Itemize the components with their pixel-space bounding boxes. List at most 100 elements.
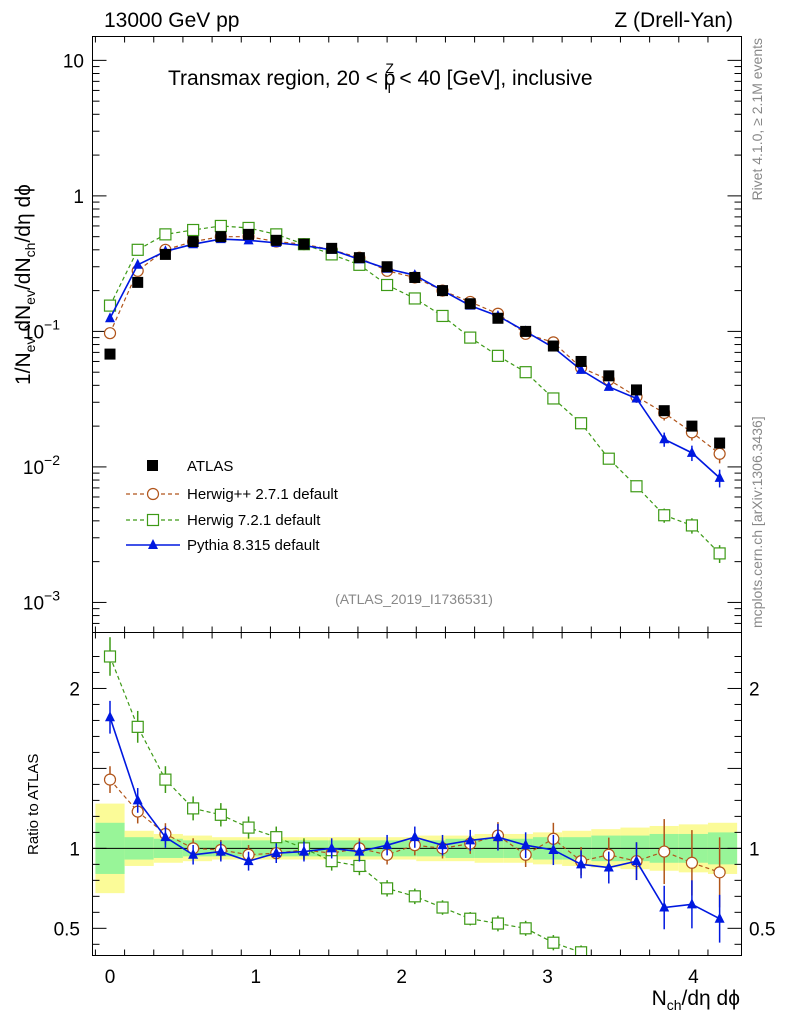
- data-point: [436, 309, 449, 323]
- data-point: [187, 236, 199, 248]
- data-point: [520, 325, 532, 337]
- data-point: [576, 858, 587, 869]
- data-point: [214, 219, 227, 233]
- data-point: [575, 355, 587, 367]
- data-point: [547, 340, 559, 352]
- data-point: [103, 650, 117, 663]
- data-point: [547, 936, 560, 949]
- data-point: [576, 363, 587, 374]
- data-point: [464, 912, 477, 925]
- header-right: Z (Drell-Yan): [614, 9, 733, 32]
- data-point: [409, 831, 420, 842]
- data-point: [103, 299, 117, 312]
- data-point: [714, 912, 725, 923]
- x-tick-label: 4: [688, 967, 699, 988]
- data-point: [381, 882, 394, 895]
- data-point: [131, 243, 144, 256]
- x-axis-label: Nch/dη dϕ: [652, 987, 740, 1013]
- y-tick-label: 10−3: [23, 587, 60, 614]
- x-tick-label: 1: [251, 967, 262, 988]
- ratio-panel: 0 1 2 3 4 2 2 1 1 0.5 0.5: [54, 632, 775, 988]
- data-point: [464, 298, 476, 310]
- data-point: [686, 446, 697, 457]
- data-point: [382, 839, 393, 850]
- data-point: [574, 946, 588, 956]
- legend-marker-hw271: [146, 487, 160, 501]
- series-py: [105, 233, 725, 488]
- mcplots-label: mcplots.cern.ch [arXiv:1306.3436]: [749, 416, 765, 628]
- data-point: [631, 392, 642, 403]
- ratio-tick-label-right: 1: [749, 839, 760, 860]
- data-point: [658, 845, 671, 858]
- plot-title: Transmax region, 20 < pZ T < 40 [GeV], in…: [168, 60, 593, 96]
- y-tick-label: 10: [63, 51, 84, 72]
- data-point: [298, 845, 309, 856]
- legend-label-hw271: Herwig++ 2.7.1 default: [187, 486, 339, 503]
- data-point: [713, 547, 726, 560]
- data-point: [491, 917, 505, 930]
- ratio-tick-label: 2: [69, 679, 80, 700]
- ratio-tick-label: 1: [69, 839, 80, 860]
- series-hw271: [103, 230, 726, 464]
- data-point: [326, 842, 337, 853]
- ratio-series-hw721: [103, 637, 670, 987]
- data-point: [659, 901, 670, 912]
- legend-label-hw721: Herwig 7.2.1 default: [187, 512, 321, 529]
- data-point: [326, 242, 338, 254]
- data-point: [603, 964, 614, 975]
- data-point: [214, 808, 227, 821]
- ratio-tick-label-right: 2: [749, 679, 760, 700]
- data-point: [353, 252, 365, 264]
- data-point: [659, 433, 670, 444]
- title-part-a: Transmax region, 20 < p: [168, 67, 395, 90]
- data-point: [437, 285, 449, 297]
- data-point: [519, 922, 532, 935]
- data-point: [685, 519, 699, 532]
- data-point: [686, 898, 697, 909]
- data-point: [105, 312, 116, 323]
- ratio-frame: [92, 632, 742, 956]
- data-point: [630, 480, 643, 493]
- data-point: [159, 773, 172, 786]
- data-point: [243, 855, 254, 866]
- data-point: [381, 261, 393, 273]
- data-point: [271, 847, 282, 858]
- data-point: [408, 890, 421, 903]
- data-point: [298, 238, 310, 250]
- data-point: [548, 843, 559, 854]
- x-tick-label: 0: [105, 967, 116, 988]
- data-point: [187, 223, 200, 237]
- data-point: [131, 720, 144, 733]
- ratio-line: [109, 656, 588, 956]
- data-point: [409, 271, 421, 283]
- data-point: [714, 437, 726, 449]
- data-point: [658, 405, 670, 417]
- data-point: [132, 258, 143, 269]
- data-point: [437, 839, 448, 850]
- data-point: [492, 312, 504, 324]
- data-point: [187, 802, 200, 815]
- data-point: [658, 509, 671, 522]
- data-point: [270, 234, 282, 246]
- data-point: [519, 366, 532, 379]
- data-point: [381, 278, 394, 292]
- data-point: [491, 349, 505, 362]
- data-point: [659, 976, 670, 987]
- data-point: [631, 855, 642, 866]
- title-sup: Z: [385, 60, 394, 76]
- ratio-series-py: [105, 700, 725, 943]
- data-point: [603, 370, 615, 382]
- legend-marker-hw721: [146, 513, 160, 527]
- data-point: [243, 228, 255, 240]
- x-tick-label: 2: [396, 967, 407, 988]
- data-point: [354, 845, 365, 856]
- data-point: [631, 972, 642, 983]
- data-point: [215, 845, 226, 856]
- data-point: [714, 471, 725, 482]
- title-part-b: < 40 [GeV], inclusive: [394, 67, 593, 90]
- rivet-label: Rivet 4.1.0, ≥ 2.1M events: [749, 38, 765, 201]
- data-point: [408, 292, 421, 305]
- data-point: [685, 856, 699, 869]
- data-point: [160, 831, 171, 842]
